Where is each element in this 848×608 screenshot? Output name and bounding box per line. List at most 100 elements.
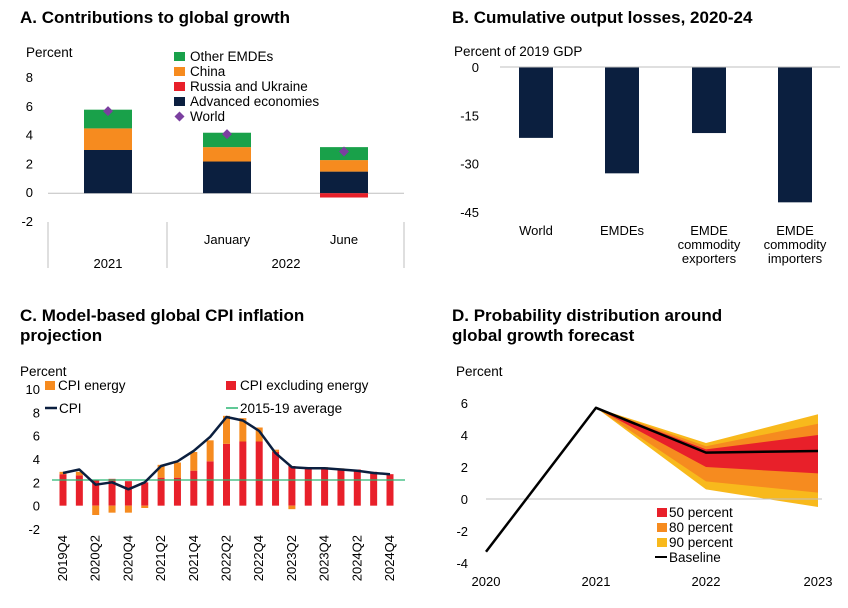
y-tick-label: 2 <box>33 475 40 490</box>
bar-cpi-energy <box>223 415 230 444</box>
panel-d-y-ticks: -4 -2 0 2 4 6 <box>456 396 468 571</box>
x-tick-label: 2021Q2 <box>153 535 168 581</box>
category-label: commodity <box>678 237 741 252</box>
y-tick-label: -15 <box>460 108 479 123</box>
panel-d-title-line2: global growth forecast <box>452 326 635 345</box>
x-tick-label: 2024Q4 <box>382 535 397 581</box>
x-tick-label: 2022 <box>692 574 721 589</box>
legend-swatch-advanced-economies <box>174 97 185 106</box>
bar-cpi-excluding-energy <box>386 474 394 506</box>
y-tick-label: -2 <box>456 524 468 539</box>
panel-b-y-ticks: 0 -15 -30 -45 <box>460 60 479 220</box>
bar <box>778 67 812 203</box>
bar-cpi-excluding-energy <box>223 443 230 506</box>
bar-cpi-energy <box>272 449 280 452</box>
panel-a-world-markers <box>103 106 349 157</box>
x-tick-label: 2020Q4 <box>120 535 135 581</box>
bar-cpi-energy <box>108 505 116 513</box>
panel-d-legend: 50 percent 80 percent 90 percent Baselin… <box>655 505 733 565</box>
panel-a-y-ticks: -2 0 2 4 6 8 <box>21 70 33 229</box>
panel-d-ylabel: Percent <box>456 364 503 379</box>
legend-swatch-50-percent <box>657 508 667 517</box>
bar-cpi-excluding-energy <box>206 461 214 506</box>
bar-cpi-energy <box>124 505 132 513</box>
panel-d-title-line1: D. Probability distribution around <box>452 306 722 325</box>
bar-cpi-energy <box>75 471 83 476</box>
bar-cpi-energy <box>190 452 198 471</box>
bar <box>692 67 726 134</box>
bar-segment <box>203 161 251 194</box>
bar-segment <box>320 193 368 198</box>
panel-d-x-ticks: 2020 2021 2022 2023 <box>472 574 833 589</box>
category-label: commodity <box>764 237 827 252</box>
y-tick-label: -2 <box>28 522 40 537</box>
bar-cpi-excluding-energy <box>124 481 132 506</box>
bar-cpi-excluding-energy <box>190 470 198 506</box>
y-tick-label: 4 <box>461 428 468 443</box>
bar-cpi-excluding-energy <box>157 477 165 506</box>
band-50-percent <box>596 407 818 474</box>
panel-c-x-ticks: 2019Q4 2020Q2 2020Q4 2021Q2 2021Q4 2022Q2 2022… <box>55 535 397 581</box>
legend-label: Other EMDEs <box>190 49 274 64</box>
panel-a-category-label: June <box>330 232 358 247</box>
x-tick-label: 2022Q2 <box>219 535 234 581</box>
panel-b-ylabel: Percent of 2019 GDP <box>454 44 582 59</box>
bar-cpi-excluding-energy <box>288 466 296 506</box>
panel-a: A. Contributions to global growth Percen… <box>20 8 405 271</box>
x-tick-label: 2021 <box>582 574 611 589</box>
bar-cpi-excluding-energy <box>337 469 345 506</box>
cpi-line <box>62 415 391 491</box>
bar-cpi-excluding-energy <box>272 452 280 506</box>
panel-c-ylabel: Percent <box>20 364 67 379</box>
x-tick-label: 2023Q4 <box>317 535 332 581</box>
category-label: EMDEs <box>600 223 645 238</box>
y-tick-label: 2 <box>26 156 33 171</box>
legend-label: China <box>190 64 226 79</box>
legend-swatch-china <box>174 67 185 76</box>
baseline-line <box>485 406 819 553</box>
bar-cpi-energy <box>255 427 263 442</box>
panel-b-category-labels: World EMDEs EMDEcommodityexportersEMDEcomm… <box>519 223 827 266</box>
y-tick-label: 10 <box>26 382 40 397</box>
panel-a-legend: Other EMDEs China Russia and Ukraine Adv… <box>174 49 319 124</box>
bar-cpi-energy <box>288 505 296 510</box>
panel-c: C. Model-based global CPI inflation proj… <box>20 306 405 581</box>
bar-cpi-excluding-energy <box>304 468 312 506</box>
bar-segment <box>84 150 132 194</box>
bar <box>605 67 639 174</box>
panel-c-legend: CPI energy CPI excluding energy CPI 2015… <box>45 378 369 416</box>
y-tick-label: 6 <box>461 396 468 411</box>
bar-cpi-excluding-energy <box>108 478 116 506</box>
x-tick-label: 2023 <box>804 574 833 589</box>
category-label: importers <box>768 251 823 266</box>
x-tick-label: 2019Q4 <box>55 535 70 581</box>
bar-cpi-energy <box>239 418 247 442</box>
x-tick-label: 2022Q4 <box>251 535 266 581</box>
y-tick-label: -30 <box>460 157 479 172</box>
panel-d-baseline <box>485 406 819 553</box>
legend-swatch-90-percent <box>657 538 667 547</box>
world-marker <box>339 146 349 157</box>
legend-swatch-80-percent <box>657 523 667 532</box>
bar-segment <box>320 160 368 172</box>
bar-cpi-excluding-energy <box>321 468 329 506</box>
y-tick-label: 4 <box>33 452 40 467</box>
bar-cpi-excluding-energy <box>173 477 181 506</box>
panel-b: B. Cumulative output losses, 2020-24 Per… <box>452 8 840 266</box>
legend-swatch-world <box>174 111 185 122</box>
bar-cpi-excluding-energy <box>75 475 83 506</box>
bar-cpi-excluding-energy <box>92 480 100 506</box>
panel-a-category-label: January <box>204 232 251 247</box>
panel-c-title-line2: projection <box>20 326 102 345</box>
legend-swatch-other-emdes <box>174 52 185 61</box>
legend-label: 80 percent <box>669 520 733 535</box>
category-label: EMDE <box>776 223 814 238</box>
x-tick-label: 2020 <box>472 574 501 589</box>
legend-swatch-cpi-energy <box>45 381 55 390</box>
bar-cpi-energy <box>92 505 100 515</box>
y-tick-label: 6 <box>33 429 40 444</box>
panel-d: D. Probability distribution around globa… <box>452 306 832 589</box>
category-label: exporters <box>682 251 737 266</box>
legend-label: 2015-19 average <box>240 401 342 416</box>
